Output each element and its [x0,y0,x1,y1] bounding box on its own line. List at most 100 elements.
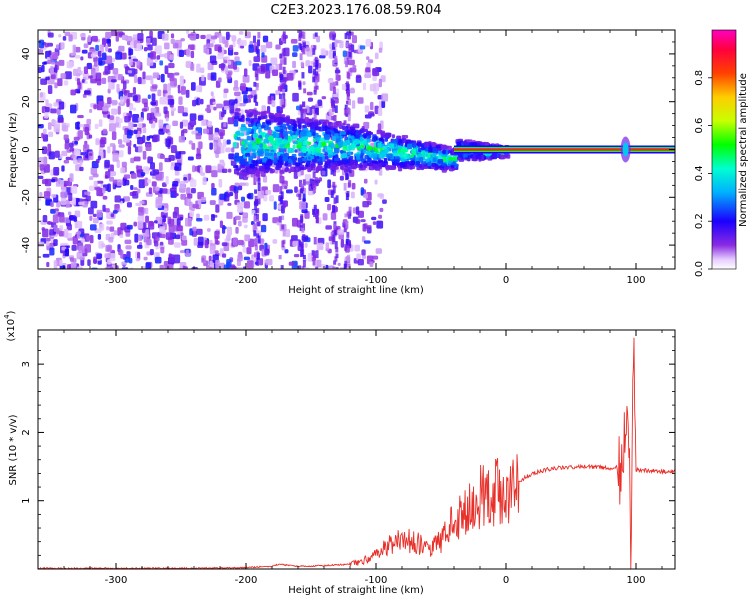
noise-cell [75,221,83,229]
noise-cell [69,257,74,262]
noise-cell [372,221,377,225]
noise-cell [317,99,323,107]
noise-cell [176,225,183,232]
noise-cell [270,57,278,66]
doppler-cell [267,126,271,131]
streak-cell [334,105,338,113]
noise-cell [78,201,85,206]
noise-cell [43,156,48,166]
noise-cell [226,211,233,219]
noise-cell [53,124,60,133]
noise-cell [179,121,184,129]
streak-cell [254,237,258,244]
noise-cell [145,215,150,223]
noise-cell [162,188,168,194]
noise-cell [167,98,175,105]
doppler-cell [345,140,351,146]
doppler-cell [302,148,307,154]
noise-cell [86,62,92,70]
noise-cell [190,188,196,194]
noise-cell [233,51,239,56]
noise-cell [202,176,207,185]
noise-cell [242,74,250,83]
noise-cell [189,209,195,218]
noise-cell [292,45,299,52]
doppler-cell [265,120,271,124]
noise-cell [372,255,379,260]
noise-cell [73,216,78,222]
noise-cell [43,128,47,135]
noise-cell [202,128,210,134]
noise-cell [207,228,211,232]
doppler-cell [378,154,383,158]
noise-cell [106,220,113,225]
y-tick-label: -20 [21,189,32,205]
noise-cell [352,65,357,69]
streak-cell [333,197,337,204]
doppler-cell [284,168,288,173]
noise-cell [50,74,56,79]
doppler-cell [296,144,302,149]
noise-cell [96,253,102,259]
noise-cell [102,187,106,194]
streak-cell [347,114,351,122]
streak-cell [279,63,283,70]
streak-cell [343,182,347,191]
noise-cell [201,257,205,262]
noise-cell [186,187,191,195]
noise-cell [364,105,370,113]
noise-cell [378,47,383,53]
streak-cell [348,47,352,54]
doppler-cell [259,143,263,149]
noise-cell [319,55,326,59]
noise-cell [61,150,68,157]
doppler-cell [450,165,455,169]
noise-cell [53,224,58,232]
noise-cell [116,179,122,187]
noise-cell [162,90,168,94]
noise-cell [199,166,203,176]
noise-cell [218,77,222,83]
streak-cell [300,215,304,224]
noise-cell [214,230,220,239]
noise-cell [248,44,254,53]
doppler-cell [334,147,340,153]
doppler-cell [262,111,266,117]
doppler-cell [235,108,241,112]
streak-cell [344,213,348,218]
doppler-cell [336,138,340,143]
doppler-cell [491,153,498,160]
noise-cell [76,230,82,239]
noise-cell [158,119,164,129]
streak-cell [348,44,352,51]
streak-cell [332,170,336,177]
streak-cell [278,93,282,100]
noise-cell [196,63,201,73]
doppler-cell [435,145,441,149]
noise-cell [165,117,169,122]
doppler-cell [291,134,298,140]
streak-cell [301,72,305,79]
carrier-line-core [454,148,675,151]
noise-cell [136,244,143,249]
noise-cell [79,160,83,166]
noise-cell [122,196,130,202]
noise-cell [369,261,374,268]
doppler-cell [334,121,339,128]
noise-cell [111,131,117,141]
noise-cell [169,187,177,193]
doppler-cell [389,165,395,171]
doppler-cell [354,139,360,145]
noise-cell [203,214,210,221]
noise-cell [379,207,384,212]
noise-cell [72,44,76,54]
noise-cell [95,44,99,52]
doppler-cell [253,110,259,116]
streak-cell [279,186,283,195]
streak-cell [280,39,284,45]
noise-cell [102,195,108,200]
noise-cell [219,220,223,228]
noise-cell [180,38,185,42]
noise-cell [93,104,97,110]
noise-cell [110,30,116,37]
